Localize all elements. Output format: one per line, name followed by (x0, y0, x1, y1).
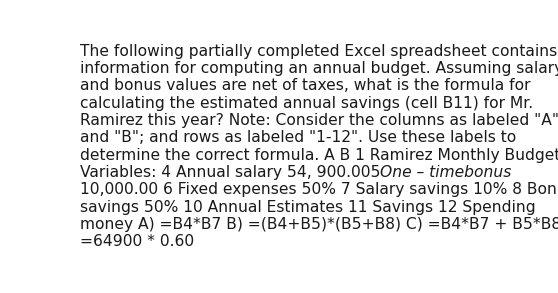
Text: Variables: 4 Annual salary 54, 900.005: Variables: 4 Annual salary 54, 900.005 (80, 165, 381, 180)
Text: money A) =B4*B7 B) =(B4+B5)*(B5+B8) C) =B4*B7 + B5*B8 D): money A) =B4*B7 B) =(B4+B5)*(B5+B8) C) =… (80, 217, 558, 232)
Text: calculating the estimated annual savings (cell B11) for Mr.: calculating the estimated annual savings… (80, 96, 533, 110)
Text: savings 50% 10 Annual Estimates 11 Savings 12 Spending: savings 50% 10 Annual Estimates 11 Savin… (80, 200, 536, 214)
Text: and "B"; and rows as labeled "1-12". Use these labels to: and "B"; and rows as labeled "1-12". Use… (80, 130, 516, 145)
Text: and bonus values are net of taxes, what is the formula for: and bonus values are net of taxes, what … (80, 78, 530, 93)
Text: information for computing an annual budget. Assuming salary: information for computing an annual budg… (80, 61, 558, 76)
Text: =64900 * 0.60: =64900 * 0.60 (80, 234, 194, 249)
Text: 10,000.00 6 Fixed expenses 50% 7 Salary savings 10% 8 Bonus: 10,000.00 6 Fixed expenses 50% 7 Salary … (80, 182, 558, 197)
Text: One – timebonus: One – timebonus (381, 165, 512, 180)
Text: determine the correct formula. A B 1 Ramirez Monthly Budget 3: determine the correct formula. A B 1 Ram… (80, 148, 558, 163)
Text: Ramirez this year? Note: Consider the columns as labeled "A": Ramirez this year? Note: Consider the co… (80, 113, 558, 128)
Text: The following partially completed Excel spreadsheet contains: The following partially completed Excel … (80, 44, 557, 59)
